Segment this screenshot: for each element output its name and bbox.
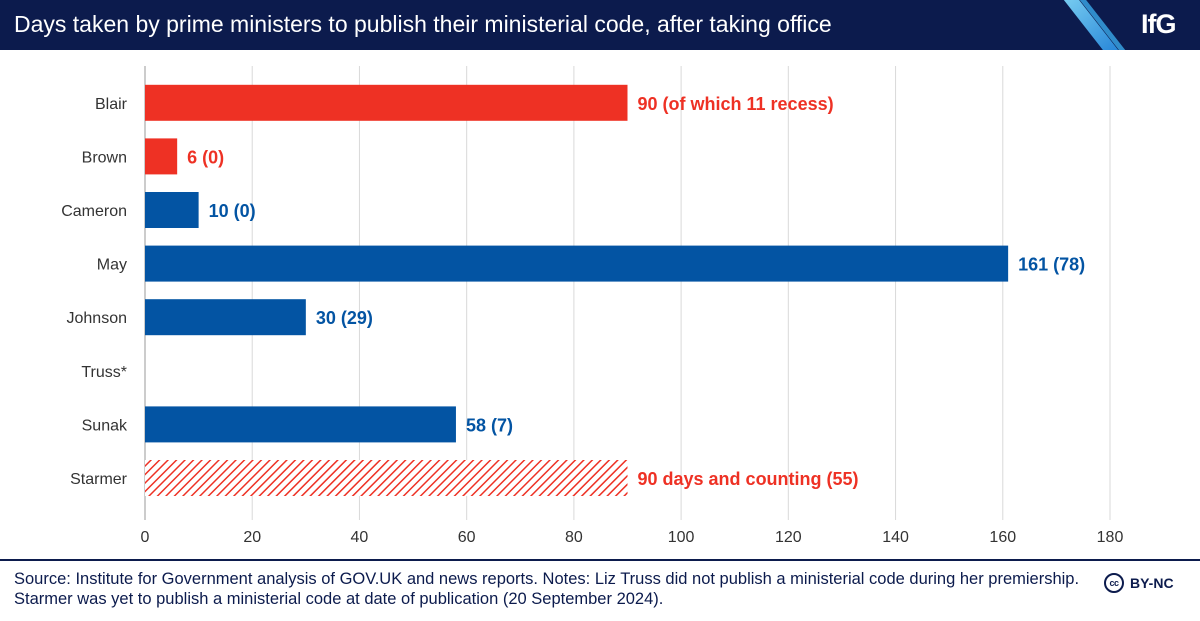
bar [145,406,456,443]
data-label: 90 days and counting (55) [638,469,859,489]
data-label: 58 (7) [466,415,513,435]
category-label: Brown [82,149,127,166]
data-label: 90 (of which 11 recess) [638,94,834,114]
bar [145,138,178,175]
x-tick-label: 120 [775,529,802,546]
category-label: Johnson [67,310,128,327]
bar [145,299,306,336]
x-tick-label: 80 [565,529,583,546]
category-label: Cameron [61,203,127,220]
footer-rule [0,559,1200,561]
data-label: 10 (0) [209,201,256,221]
data-label: 6 (0) [187,147,224,167]
source-note: Source: Institute for Government analysi… [14,570,1080,608]
x-tick-label: 160 [989,529,1016,546]
x-tick-label: 100 [668,529,695,546]
category-label: Truss* [81,364,127,381]
bar [145,84,628,121]
x-tick-label: 60 [458,529,476,546]
x-tick-label: 0 [141,529,150,546]
chart-title: Days taken by prime ministers to publish… [14,11,832,37]
category-label: Blair [95,96,128,113]
license-label: BY-NC [1130,575,1174,591]
license-badge: cc BY-NC [1104,572,1174,594]
creative-commons-icon: cc [1104,573,1124,593]
chart-header: Days taken by prime ministers to publish… [0,0,1200,50]
ifg-logo: IfG [1141,9,1176,39]
data-label: 161 (78) [1018,255,1085,275]
bar [145,245,1009,282]
category-label: Starmer [70,471,128,488]
category-label: Sunak [82,417,128,434]
bar-chart: 90 (of which 11 recess) 6 (0) 10 (0) 161 (7… [61,66,1124,546]
bar [145,460,628,496]
x-tick-label: 140 [882,529,909,546]
x-tick-label: 20 [243,529,261,546]
bar [145,192,199,228]
category-label: May [97,257,127,274]
x-tick-label: 180 [1097,529,1124,546]
data-label: 30 (29) [316,308,373,328]
x-tick-label: 40 [351,529,369,546]
